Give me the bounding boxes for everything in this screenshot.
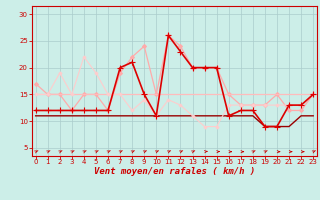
X-axis label: Vent moyen/en rafales ( km/h ): Vent moyen/en rafales ( km/h ): [94, 167, 255, 176]
